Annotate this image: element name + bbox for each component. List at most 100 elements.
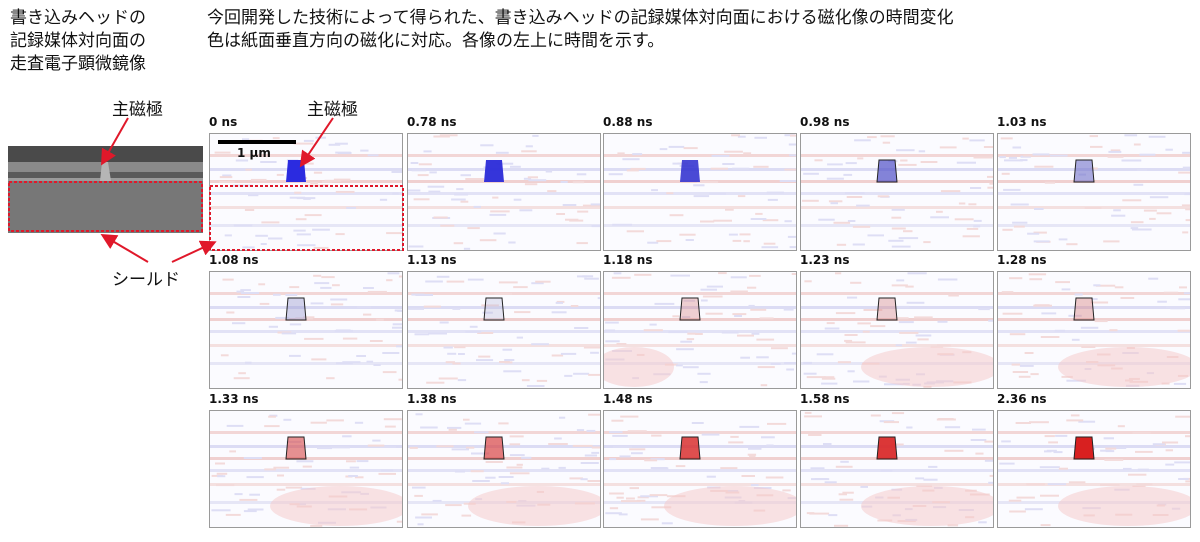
sem-image (8, 146, 203, 233)
texture-speckle (895, 317, 909, 320)
texture-speckle (1081, 346, 1096, 348)
texture-speckle (915, 477, 925, 480)
texture-speckle (734, 315, 742, 317)
texture-speckle (478, 355, 491, 358)
texture-speckle (300, 181, 307, 184)
texture-speckle (312, 228, 330, 231)
texture-speckle (588, 413, 600, 416)
texture-speckle (718, 272, 727, 275)
texture-speckle (451, 448, 469, 451)
texture-speckle (293, 142, 314, 145)
texture-speckle (238, 372, 246, 375)
texture-speckle (748, 304, 755, 307)
texture-speckle (289, 323, 302, 326)
texture-speckle (315, 136, 326, 139)
texture-speckle (747, 286, 757, 289)
texture-band (998, 344, 1190, 347)
texture-speckle (448, 428, 457, 431)
texture-speckle (273, 466, 290, 469)
sem-caption-line: 記録媒体対向面の (10, 31, 146, 51)
texture-speckle (463, 418, 470, 421)
texture-speckle (508, 241, 516, 244)
texture-speckle (897, 305, 910, 308)
texture-speckle (1070, 414, 1080, 417)
texture-speckle (691, 422, 704, 424)
texture-speckle (621, 500, 641, 503)
texture-speckle (226, 424, 244, 427)
texture-speckle (808, 434, 822, 436)
texture-speckle (411, 293, 425, 296)
sem-caption-line: 書き込みヘッドの (10, 8, 146, 28)
texture-speckle (693, 184, 705, 187)
texture-speckle (509, 472, 530, 475)
texture-speckle (728, 233, 738, 236)
texture-speckle (591, 446, 600, 449)
texture-speckle (335, 233, 345, 236)
texture-speckle (1019, 364, 1034, 367)
texture-speckle (294, 191, 302, 194)
texture-speckle (844, 339, 853, 342)
texture-band (408, 168, 600, 171)
texture-speckle (311, 358, 327, 361)
texture-speckle (410, 162, 419, 164)
texture-band (604, 330, 796, 333)
texture-speckle (1107, 155, 1124, 158)
panel-time-label: 1.23 ns (800, 253, 850, 267)
texture-speckle (473, 205, 481, 208)
texture-speckle (1046, 449, 1057, 452)
texture-band (998, 318, 1190, 321)
texture-band (210, 330, 402, 333)
texture-speckle (748, 447, 762, 450)
texture-speckle (417, 523, 424, 526)
texture-speckle (837, 361, 851, 364)
texture-speckle (898, 163, 917, 166)
texture-band (801, 306, 993, 309)
texture-speckle (810, 467, 825, 470)
texture-speckle (675, 465, 686, 468)
texture-speckle (860, 485, 868, 488)
texture-speckle (823, 443, 832, 445)
texture-speckle (672, 315, 680, 318)
texture-speckle (235, 159, 249, 162)
texture-speckle (379, 445, 397, 448)
texture-speckle (962, 137, 969, 140)
texture-speckle (504, 359, 515, 361)
main-pole-region (877, 160, 897, 182)
texture-speckle (626, 169, 639, 172)
texture-speckle (1023, 154, 1041, 157)
texture-speckle (494, 292, 513, 295)
texture-speckle (1066, 419, 1084, 422)
texture-speckle (276, 173, 284, 176)
texture-speckle (1149, 217, 1156, 220)
texture-band (408, 192, 600, 195)
texture-speckle (1136, 169, 1148, 171)
texture-band (210, 457, 402, 460)
texture-speckle (999, 156, 1006, 159)
texture-speckle (1178, 298, 1190, 301)
texture-speckle (334, 142, 348, 145)
texture-speckle (1105, 447, 1117, 450)
texture-speckle (461, 514, 472, 517)
texture-speckle (495, 151, 509, 154)
texture-speckle (907, 272, 927, 275)
texture-speckle (1173, 382, 1187, 385)
texture-speckle (421, 513, 438, 516)
texture-speckle (1053, 451, 1063, 454)
texture-speckle (1182, 231, 1189, 234)
texture-speckle (643, 329, 663, 332)
texture-speckle (1024, 352, 1034, 354)
texture-band (801, 330, 993, 333)
texture-speckle (447, 426, 462, 429)
texture-speckle (560, 352, 577, 355)
texture-speckle (1009, 277, 1023, 280)
texture-speckle (891, 284, 908, 287)
texture-speckle (1055, 434, 1068, 437)
texture-speckle (730, 435, 739, 438)
texture-speckle (821, 377, 836, 380)
texture-speckle (260, 161, 277, 163)
panel-time-label: 1.18 ns (603, 253, 653, 267)
texture-speckle (423, 150, 432, 153)
texture-speckle (447, 352, 457, 355)
texture-speckle (1109, 329, 1118, 332)
texture-speckle (1090, 301, 1109, 304)
